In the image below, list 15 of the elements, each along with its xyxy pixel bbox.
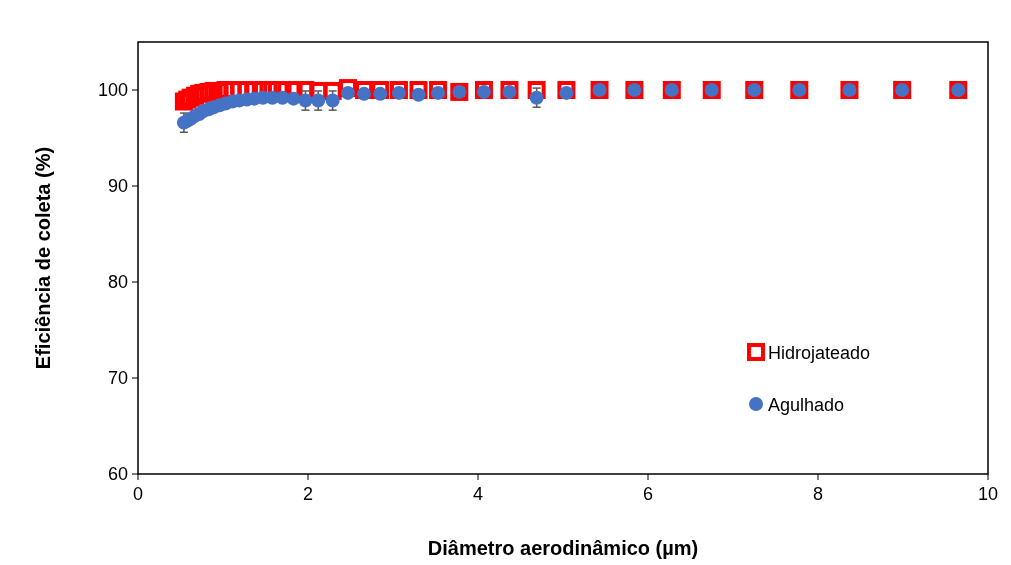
y-tick-label: 70	[107, 368, 128, 388]
x-tick-label: 6	[642, 484, 654, 504]
x-tick-label: 2	[302, 484, 314, 504]
y-tick-label: 80	[107, 272, 128, 292]
x-tick-label: 4	[472, 484, 484, 504]
legend-label: Hidrojateado	[768, 343, 871, 363]
y-tick-label: 90	[107, 176, 128, 196]
y-tick-label: 100	[97, 80, 128, 100]
x-tick-label: 10	[977, 484, 999, 504]
x-tick-label: 8	[812, 484, 824, 504]
y-axis-title: Eficiência de coleta (%)	[32, 146, 54, 370]
y-tick-label: 60	[107, 464, 128, 484]
x-tick-label: 0	[132, 484, 144, 504]
legend-label: Agulhado	[768, 395, 845, 415]
x-axis-title: Diâmetro aerodinâmico (µm)	[427, 537, 699, 559]
